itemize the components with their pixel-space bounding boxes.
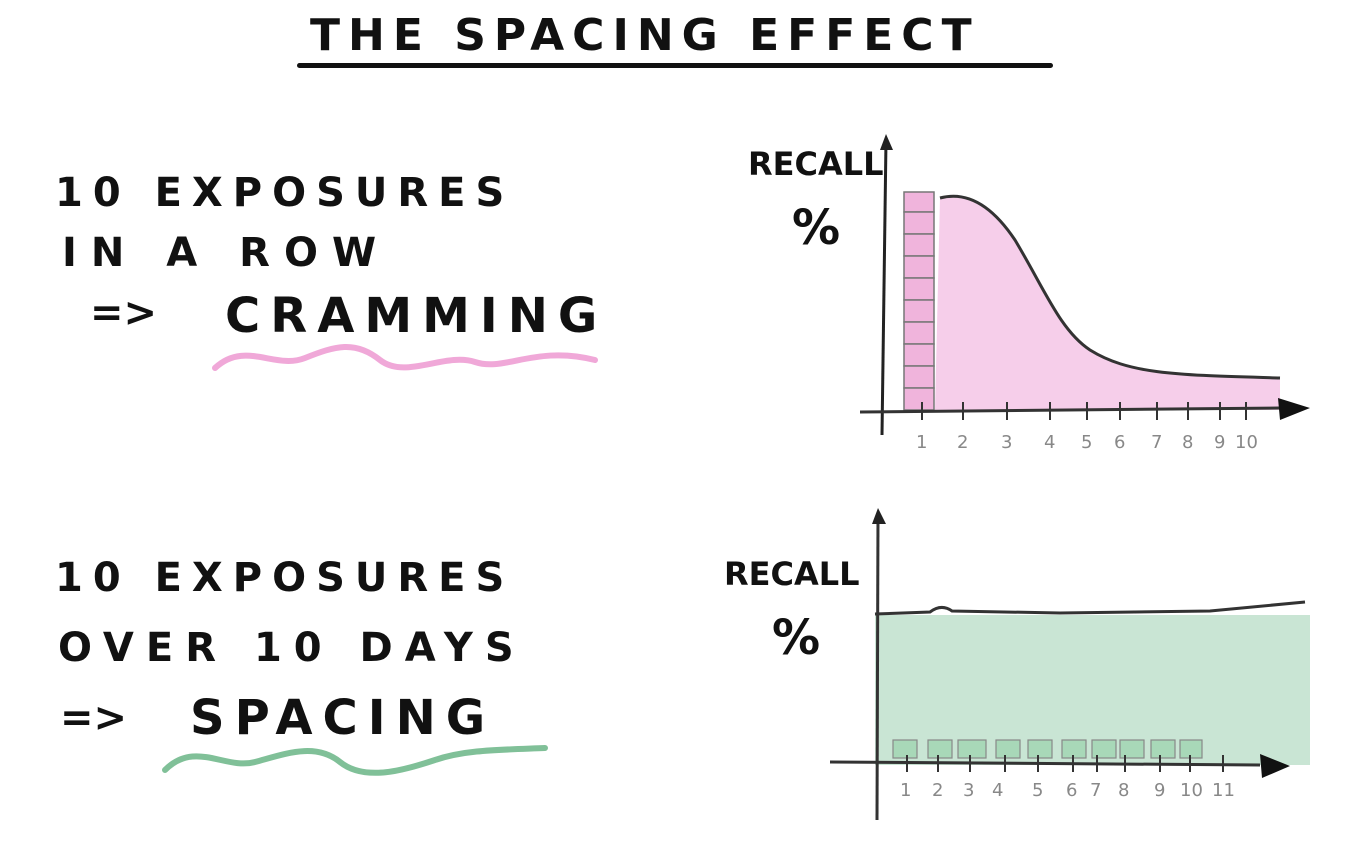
chart1-yunit: %: [792, 200, 841, 256]
svg-text:6: 6: [1114, 432, 1125, 453]
svg-text:8: 8: [1118, 780, 1129, 801]
svg-text:10: 10: [1235, 432, 1258, 453]
svg-text:10: 10: [1180, 780, 1203, 801]
svg-text:5: 5: [1032, 780, 1043, 801]
spacing-conclusion: SPACING: [190, 690, 496, 746]
pink-wavy-underline: [212, 344, 598, 371]
cram-conclusion: CRAMMING: [225, 288, 608, 344]
svg-text:4: 4: [992, 780, 1003, 801]
svg-text:2: 2: [932, 780, 943, 801]
page-title: THE SPACING EFFECT: [310, 10, 980, 61]
svg-text:7: 7: [1090, 780, 1101, 801]
svg-text:7: 7: [1151, 432, 1162, 453]
chart2-yunit: %: [772, 610, 821, 666]
svg-text:5: 5: [1081, 432, 1092, 453]
svg-text:11: 11: [1212, 780, 1235, 801]
svg-text:9: 9: [1154, 780, 1165, 801]
svg-text:8: 8: [1182, 432, 1193, 453]
cram-line2: IN A ROW: [62, 230, 391, 276]
chart2-ylabel: RECALL: [724, 555, 860, 593]
svg-text:1: 1: [900, 780, 911, 801]
svg-text:9: 9: [1214, 432, 1225, 453]
arrow-icon: =>: [90, 290, 158, 336]
svg-text:3: 3: [963, 780, 974, 801]
svg-text:1: 1: [916, 432, 927, 453]
title-underline: [297, 63, 1053, 68]
svg-text:4: 4: [1044, 432, 1055, 453]
svg-text:6: 6: [1066, 780, 1077, 801]
spacing-line2: OVER 10 DAYS: [58, 625, 526, 671]
chart1-ylabel: RECALL: [748, 145, 884, 183]
green-wavy-underline: [162, 745, 548, 776]
svg-text:3: 3: [1001, 432, 1012, 453]
cram-line1: 10 EXPOSURES: [55, 170, 515, 216]
spacing-line1: 10 EXPOSURES: [55, 555, 515, 601]
arrow-icon: =>: [60, 695, 128, 741]
svg-text:2: 2: [957, 432, 968, 453]
